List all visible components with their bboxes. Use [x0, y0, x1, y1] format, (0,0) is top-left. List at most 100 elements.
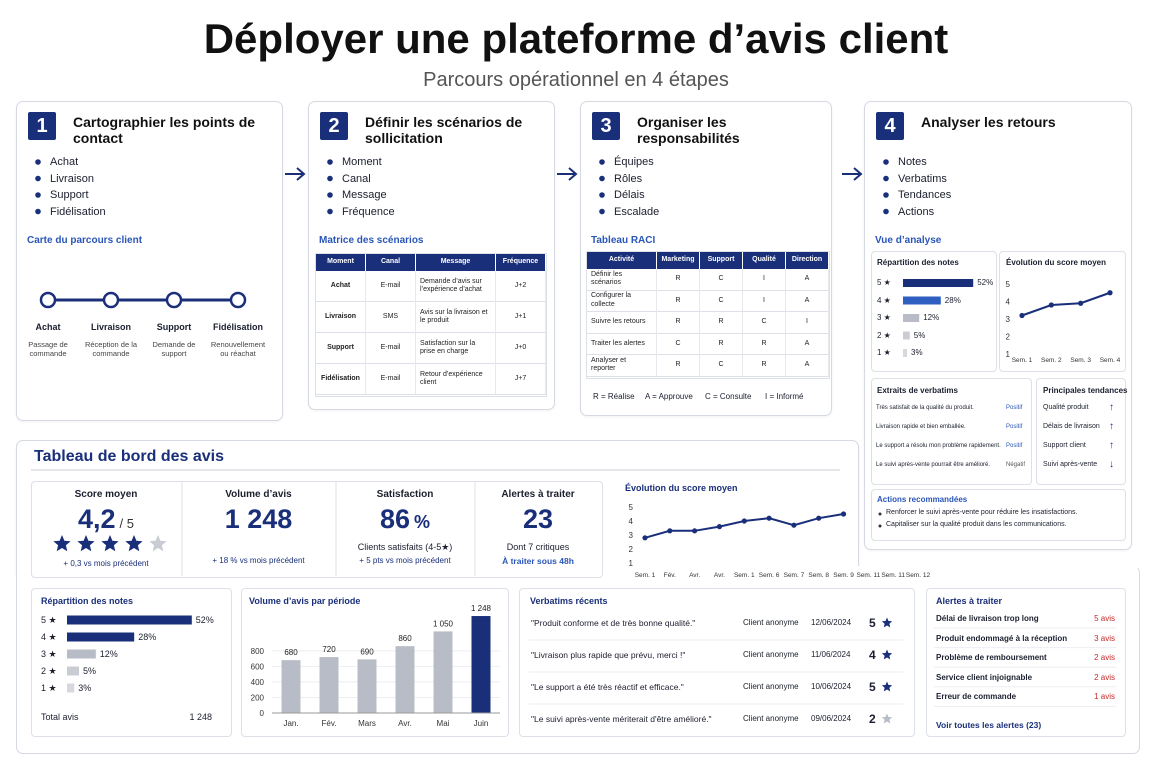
table-cell: SMS	[366, 302, 416, 333]
panel	[519, 588, 915, 737]
rating-label: 5 ★	[877, 278, 891, 288]
verbatim: Livraison rapide et bien emballée.	[876, 424, 966, 430]
step-item: Support	[50, 189, 89, 201]
kpi-title: Alertes à traiter	[501, 489, 575, 500]
kpi-suffix: %	[414, 512, 431, 532]
date: 10/06/2024	[811, 682, 852, 691]
kpi-value: 23	[522, 504, 554, 534]
section-title: Matrice des scénarios	[319, 235, 424, 246]
trend-arrow: ↑	[1109, 402, 1114, 413]
table-cell: Définir les scénarios	[587, 269, 657, 291]
table-cell: Traiter les alertes	[587, 333, 657, 355]
step-number: 3	[592, 112, 620, 140]
table-cell: Demande d’avis sur l’expérience d’achat	[416, 271, 496, 302]
step-item: Notes	[898, 156, 927, 168]
value-label: 3%	[78, 682, 92, 693]
alert-count: 2 avis	[1094, 672, 1115, 682]
panel-title: Verbatims récents	[530, 596, 608, 606]
alert-count: 2 avis	[1094, 653, 1115, 663]
alert-label: Problème de remboursement	[936, 653, 1047, 663]
date: 12/06/2024	[811, 618, 852, 627]
kpi-value-row: 1 248	[182, 503, 335, 535]
alert-count: 1 avis	[1094, 692, 1115, 702]
dashboard-title: Tableau de bord des avis	[34, 448, 224, 465]
kpi-note: + 5 pts vs mois précédent	[359, 556, 451, 565]
table-cell: C	[657, 333, 700, 355]
quote: "Le support a été très réactif et effica…	[531, 682, 684, 692]
table-header: Marketing	[657, 251, 699, 269]
quote: "Produit conforme et de très bonne quali…	[531, 618, 696, 628]
table-cell: R	[700, 312, 743, 334]
panel-title: Répartition des notes	[877, 258, 959, 267]
journey-desc: Passage de commande	[28, 340, 68, 358]
rating-label: 5 ★	[41, 614, 57, 625]
trend-label: Délais de livraison	[1043, 423, 1100, 430]
alert-label: Erreur de commande	[936, 692, 1017, 702]
rating-label: 4 ★	[877, 295, 891, 305]
journey-label: Livraison	[90, 322, 131, 332]
table-frame	[315, 253, 547, 397]
kpi-title: Score moyen	[74, 489, 138, 500]
quote: "Le suivi après-vente mériterait d'être …	[531, 714, 712, 724]
raci-legend: C = Consulte	[705, 392, 752, 401]
panel-title: Principales tendances	[1043, 386, 1128, 395]
total-value: 1 248	[189, 712, 212, 722]
kpi-value: 86	[379, 504, 411, 534]
table-cell: R	[657, 269, 700, 291]
raci-legend: I = Informé	[765, 392, 804, 401]
table-header: Activité	[587, 251, 656, 269]
panel	[241, 588, 509, 737]
step-item: Tendances	[898, 189, 952, 201]
action-item: Renforcer le suivi après-vente pour rédu…	[886, 509, 1078, 516]
table-cell: C	[700, 290, 743, 312]
step-item: Moment	[342, 156, 382, 168]
journey-desc: Réception de la commande	[84, 340, 138, 358]
value-label: 52%	[195, 614, 214, 625]
step-title: Cartographier les points de contact	[73, 114, 256, 146]
kpi-title: Volume d’avis	[225, 489, 292, 500]
total-label: Total avis	[41, 712, 79, 722]
verbatim: Le support a résolu mon problème rapidem…	[876, 443, 1001, 449]
trend-label: Suivi après-vente	[1043, 461, 1098, 468]
sentiment: Positif	[1006, 405, 1023, 411]
panel-title: Extraits de verbatims	[877, 386, 958, 395]
chart-title: Évolution du score moyen	[625, 483, 738, 493]
table-cell: R	[743, 355, 786, 377]
table-cell: C	[743, 312, 786, 334]
alert-count: 3 avis	[1094, 633, 1115, 643]
alert-label: Délai de livraison trop long	[936, 614, 1039, 623]
table-cell: A	[786, 290, 829, 312]
panel-title: Actions recommandées	[877, 495, 968, 504]
score: 5	[869, 616, 876, 630]
step-item: Fidélisation	[50, 205, 106, 218]
verbatim: Le suivi après-vente pourrait être améli…	[876, 462, 991, 468]
table-cell: E-mail	[366, 271, 416, 302]
kpi-value: 1 248	[224, 504, 293, 534]
step-item: Actions	[898, 205, 935, 218]
rating-label: 2 ★	[877, 330, 891, 340]
kpi-frame	[31, 481, 603, 578]
trend-arrow: ↑	[1109, 440, 1114, 451]
score: 2	[869, 712, 876, 726]
panel	[31, 588, 232, 737]
journey-desc: Demande de support	[152, 340, 196, 358]
alerts-link[interactable]: Voir toutes les alertes (23)	[936, 720, 1042, 730]
table-cell: J+0	[496, 333, 546, 364]
table-cell: Fidélisation	[316, 364, 366, 395]
panel-title: Évolution du score moyen	[1006, 258, 1107, 267]
sentiment: Négatif	[1006, 462, 1026, 468]
author: Client anonyme	[743, 714, 799, 723]
panel	[871, 251, 997, 372]
arrow-head	[853, 167, 863, 181]
step-number: 1	[28, 112, 56, 140]
kpi-note: + 0,3 vs mois précédent	[63, 559, 149, 568]
table-cell: R	[700, 333, 743, 355]
value-label: 12%	[923, 313, 940, 323]
value-label: 3%	[911, 348, 923, 358]
value-label: 28%	[138, 631, 157, 642]
rating-label: 2 ★	[41, 665, 57, 676]
rating-label: 1 ★	[877, 348, 891, 358]
date: 09/06/2024	[811, 714, 852, 723]
value-label: 5%	[83, 665, 97, 676]
